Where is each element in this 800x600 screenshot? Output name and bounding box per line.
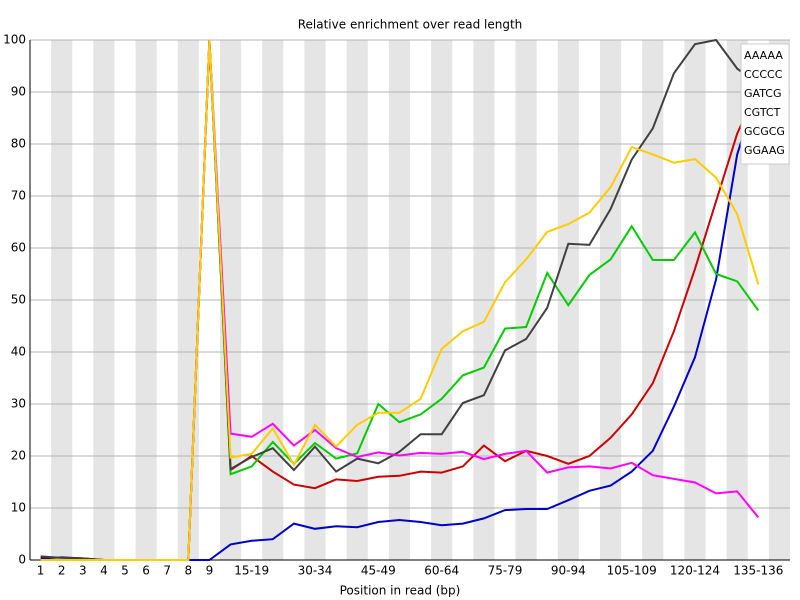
x-tick-label: 75-79 — [488, 564, 523, 578]
y-tick-label: 20 — [11, 449, 26, 463]
y-tick-label: 70 — [11, 189, 26, 203]
y-tick-label: 100 — [3, 33, 26, 47]
x-axis-label: Position in read (bp) — [340, 584, 461, 598]
series-line — [40, 39, 760, 561]
legend-box — [740, 43, 790, 165]
x-tick-label: 9 — [206, 564, 214, 578]
legend-label: CGTCT — [744, 106, 781, 119]
legend-label: CCCCC — [744, 68, 783, 81]
x-tick-label: 135-136 — [733, 564, 783, 578]
x-tick-label: 120-124 — [670, 564, 720, 578]
x-tick-label: 2 — [58, 564, 66, 578]
legend-label: GGAAG — [744, 144, 785, 157]
x-tick-label: 30-34 — [298, 564, 333, 578]
legend-label: GATCG — [744, 87, 781, 100]
y-tick-label: 50 — [11, 293, 26, 307]
x-tick-label: 3 — [79, 564, 87, 578]
y-tick-label: 10 — [11, 501, 26, 515]
y-tick-label: 60 — [11, 241, 26, 255]
y-tick-label: 40 — [11, 345, 26, 359]
y-tick-label: 90 — [11, 85, 26, 99]
legend: AAAAA CCCCC GATCG CGTCT GCGCG GGAAG — [740, 43, 790, 165]
legend-label: GCGCG — [744, 125, 785, 138]
x-tick-label: 60-64 — [424, 564, 459, 578]
x-tick-label: 5 — [121, 564, 129, 578]
y-tick-label: 30 — [11, 397, 26, 411]
x-tick-label: 15-19 — [234, 564, 269, 578]
x-tick-label: 6 — [142, 564, 150, 578]
x-tick-label: 8 — [185, 564, 193, 578]
x-tick-label: 45-49 — [361, 564, 396, 578]
y-tick-label: 80 — [11, 137, 26, 151]
x-tick-label: 7 — [163, 564, 171, 578]
x-tick-label: 4 — [100, 564, 108, 578]
x-tick-label: 90-94 — [551, 564, 586, 578]
y-tick-label: 0 — [18, 553, 26, 567]
x-tick-label: 105-109 — [607, 564, 657, 578]
x-tick-label: 1 — [37, 564, 45, 578]
chart-title: Relative enrichment over read length — [298, 18, 523, 32]
legend-label: AAAAA — [744, 49, 783, 62]
